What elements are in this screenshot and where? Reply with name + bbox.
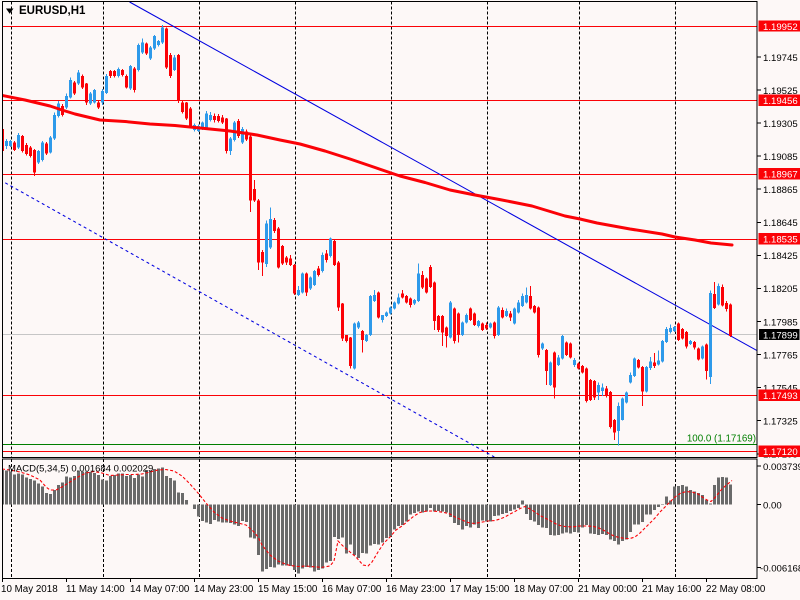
svg-text:0.00: 0.00 [763,500,782,511]
svg-text:10 May 2018: 10 May 2018 [1,584,58,595]
svg-text:1.17765: 1.17765 [763,350,798,361]
svg-text:1.17493: 1.17493 [763,391,798,402]
svg-text:1.19745: 1.19745 [763,53,798,64]
svg-text:1.17325: 1.17325 [763,417,798,428]
svg-text:100.0 (1.17169): 100.0 (1.17169) [687,434,756,445]
svg-text:1.17545: 1.17545 [763,383,798,394]
svg-text:1.19456: 1.19456 [763,96,798,107]
svg-text:14 May 07:00: 14 May 07:00 [130,584,190,595]
svg-text:1.18535: 1.18535 [763,235,798,246]
svg-text:-0.006168: -0.006168 [760,563,800,574]
svg-text:15 May 15:00: 15 May 15:00 [258,584,318,595]
svg-text:EURUSD,H1: EURUSD,H1 [19,5,86,17]
svg-text:1.19085: 1.19085 [763,152,798,163]
svg-text:22 May 08:00: 22 May 08:00 [706,584,766,595]
svg-text:1.18967: 1.18967 [763,170,798,181]
svg-text:16 May 07:00: 16 May 07:00 [322,584,382,595]
svg-text:1.18865: 1.18865 [763,185,798,196]
svg-text:11 May 14:00: 11 May 14:00 [66,584,125,595]
svg-text:1.19525: 1.19525 [763,86,798,97]
svg-text:MACD(5,34,5) 0.001684 0.002029: MACD(5,34,5) 0.001684 0.002029 [8,464,153,475]
svg-text:1.17985: 1.17985 [763,317,798,328]
svg-text:17 May 15:00: 17 May 15:00 [450,584,510,595]
svg-text:21 May 16:00: 21 May 16:00 [642,584,702,595]
svg-text:16 May 23:00: 16 May 23:00 [386,584,446,595]
svg-text:1.19952: 1.19952 [763,22,798,33]
svg-text:1.17899: 1.17899 [763,330,798,341]
svg-text:1.19305: 1.19305 [763,119,798,130]
svg-text:18 May 07:00: 18 May 07:00 [514,584,574,595]
svg-text:0.003739: 0.003739 [763,462,800,473]
svg-text:1.17120: 1.17120 [763,447,798,458]
svg-text:1.18645: 1.18645 [763,218,798,229]
svg-text:14 May 23:00: 14 May 23:00 [194,584,254,595]
svg-text:21 May 00:00: 21 May 00:00 [578,584,638,595]
svg-text:1.18425: 1.18425 [763,251,798,262]
svg-text:1.18205: 1.18205 [763,284,798,295]
